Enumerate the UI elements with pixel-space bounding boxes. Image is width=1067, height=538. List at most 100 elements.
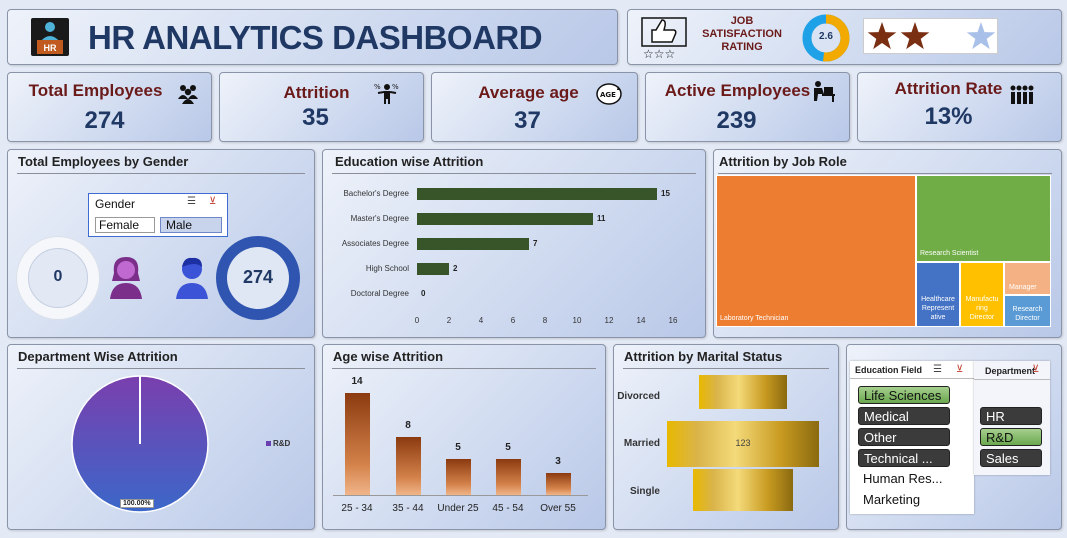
treemap: Laboratory Technician Research Scientist… xyxy=(716,175,1051,327)
x-axis-line xyxy=(333,495,588,496)
treemap-label: Laboratory Technician xyxy=(720,315,789,322)
stars-graphic xyxy=(867,22,996,50)
treemap-label: ring xyxy=(976,305,988,312)
header-panel: HR HR ANALYTICS DASHBOARD xyxy=(7,9,618,65)
bar-category-label: Master's Degree xyxy=(350,214,409,223)
age-column[interactable] xyxy=(396,436,421,495)
column-value-label: 8 xyxy=(405,419,411,431)
kpi-value: 239 xyxy=(716,107,757,134)
treemap-label: ative xyxy=(930,314,946,321)
multi-select-icon[interactable]: ☰ xyxy=(187,196,196,207)
male-donut: 274 xyxy=(216,236,300,320)
team-icon xyxy=(1010,85,1034,104)
age-attrition-panel: Age wise Attrition 14 25 - 34 8 35 - 44 5 Und… xyxy=(322,344,606,530)
bar-value-label: 15 xyxy=(661,189,670,198)
bar-value-label: 0 xyxy=(421,289,426,298)
education-field-slicer: Education Field ☰ ⊻ Life Sciences Medica… xyxy=(850,361,974,514)
slicer-title: Gender xyxy=(95,197,136,211)
svg-text:%: % xyxy=(392,83,399,91)
treemap-label: Director xyxy=(1015,315,1040,322)
department-slicer: Department ⊻ HR R&D Sales xyxy=(974,361,1050,475)
slicer-option-male[interactable]: Male xyxy=(160,217,222,233)
treemap-label: Manager xyxy=(1009,284,1037,291)
multi-select-icon[interactable]: ☰ xyxy=(933,364,942,375)
age-column[interactable] xyxy=(345,393,370,495)
gender-slicer: Gender ☰ ⊻ Female Male xyxy=(88,193,228,237)
x-tick-label: 16 xyxy=(668,316,678,325)
treemap-label: Manufactu xyxy=(965,296,999,303)
bar-category-label: Doctoral Degree xyxy=(350,289,409,298)
funnel-bar-married[interactable] xyxy=(667,421,819,467)
treemap-cell-manufacturing-director[interactable]: Manufactu ring Director xyxy=(960,262,1004,327)
age-column[interactable] xyxy=(446,458,471,495)
x-tick-label: 14 xyxy=(636,316,646,325)
kpi-active-employees: Active Employees 239 xyxy=(645,72,850,142)
treemap-cell-research-scientist[interactable]: Research Scientist xyxy=(916,175,1051,262)
slicer-item-human-resources[interactable]: Human Res... xyxy=(858,470,950,488)
treemap-cell-research-director[interactable]: Research Director xyxy=(1004,295,1051,327)
slicer-item-life-sciences[interactable]: Life Sciences xyxy=(858,386,950,404)
panel-title: Education wise Attrition xyxy=(335,154,484,169)
hr-logo-text: HR xyxy=(43,43,57,53)
clear-filter-icon[interactable]: ⊻ xyxy=(209,196,217,207)
slicer-item-marketing[interactable]: Marketing xyxy=(858,491,950,509)
funnel-data-label: 123 xyxy=(735,438,751,448)
treemap-cell-healthcare-representative[interactable]: Healthcare Represent ative xyxy=(916,262,960,327)
bar-value-label: 2 xyxy=(453,264,458,273)
pie-data-label: 100.00% xyxy=(120,499,154,508)
treemap-label: Represent xyxy=(921,305,955,312)
department-pie xyxy=(71,375,209,513)
kpi-total-employees: Total Employees 274 xyxy=(7,72,212,142)
clear-filter-icon[interactable]: ⊻ xyxy=(956,364,964,375)
kpi-value: 37 xyxy=(514,107,541,134)
age-icon: AGE xyxy=(596,83,622,105)
slicer-item-rnd[interactable]: R&D xyxy=(980,428,1042,446)
x-tick-label: 2 xyxy=(446,316,452,325)
star-rating xyxy=(863,18,998,54)
treemap-cell-laboratory-technician[interactable]: Laboratory Technician xyxy=(716,175,916,327)
title-underline xyxy=(718,173,1052,174)
svg-text:%: % xyxy=(374,83,381,91)
education-attrition-panel: Education wise Attrition Bachelor's Degr… xyxy=(322,149,706,338)
clear-filter-icon[interactable]: ⊻ xyxy=(1032,364,1040,375)
kpi-attrition: Attrition %% 35 xyxy=(219,72,424,142)
male-icon xyxy=(176,257,208,299)
education-bar[interactable] xyxy=(417,238,529,250)
treemap-label: Research Scientist xyxy=(920,250,979,257)
slicer-item-technical[interactable]: Technical ... xyxy=(858,449,950,467)
title-underline xyxy=(332,368,596,369)
kpi-value: 35 xyxy=(302,104,329,131)
funnel-bar-single[interactable] xyxy=(693,469,793,511)
hr-logo: HR xyxy=(31,18,69,56)
gender-panel: Total Employees by Gender Gender ☰ ⊻ Fem… xyxy=(7,149,315,338)
education-bar[interactable] xyxy=(417,213,593,225)
age-column[interactable] xyxy=(496,458,521,495)
funnel-bar-divorced[interactable] xyxy=(699,375,787,409)
bar-category-label: Associates Degree xyxy=(341,239,409,248)
treemap-cell-manager[interactable]: Manager xyxy=(1004,262,1051,295)
column-category-label: 25 - 34 xyxy=(341,503,373,514)
department-panel: Department Wise Attrition 100.00% R&D xyxy=(7,344,315,530)
column-category-label: Under 25 xyxy=(437,503,479,514)
x-tick-label: 4 xyxy=(478,316,484,325)
slicer-item-sales[interactable]: Sales xyxy=(980,449,1042,467)
treemap-label: Research xyxy=(1012,306,1043,313)
education-bar[interactable] xyxy=(417,188,657,200)
dashboard-title: HR ANALYTICS DASHBOARD xyxy=(88,19,543,56)
slicer-item-medical[interactable]: Medical xyxy=(858,407,950,425)
slicer-item-other[interactable]: Other xyxy=(858,428,950,446)
title-underline xyxy=(17,368,305,369)
kpi-attrition-rate: Attrition Rate 13% xyxy=(857,72,1062,142)
kpi-title: Active Employees xyxy=(664,81,811,100)
slicer-item-hr[interactable]: HR xyxy=(980,407,1042,425)
panel-title: Age wise Attrition xyxy=(333,349,444,364)
age-column[interactable] xyxy=(546,473,571,495)
kpi-average-age: Average age AGE 37 xyxy=(431,72,638,142)
funnel-category-label: Divorced xyxy=(617,391,660,402)
column-value-label: 5 xyxy=(455,441,461,453)
slicers-panel: Education Field ☰ ⊻ Life Sciences Medica… xyxy=(846,344,1062,530)
pie-legend: R&D xyxy=(266,439,290,448)
education-bar[interactable] xyxy=(417,263,449,275)
slicer-option-female[interactable]: Female xyxy=(95,217,155,233)
svg-text:AGE: AGE xyxy=(600,91,616,99)
